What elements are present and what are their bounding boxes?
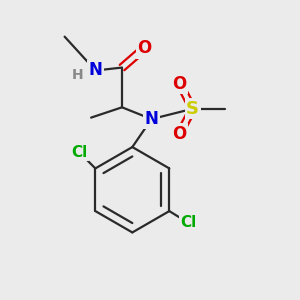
Text: Cl: Cl [71,145,87,160]
Text: Cl: Cl [180,215,196,230]
Text: S: S [186,100,199,118]
Text: O: O [172,125,187,143]
Text: N: N [88,61,103,80]
Text: O: O [172,75,187,93]
Text: O: O [137,39,151,57]
Text: H: H [72,68,84,82]
Text: N: N [145,110,158,128]
